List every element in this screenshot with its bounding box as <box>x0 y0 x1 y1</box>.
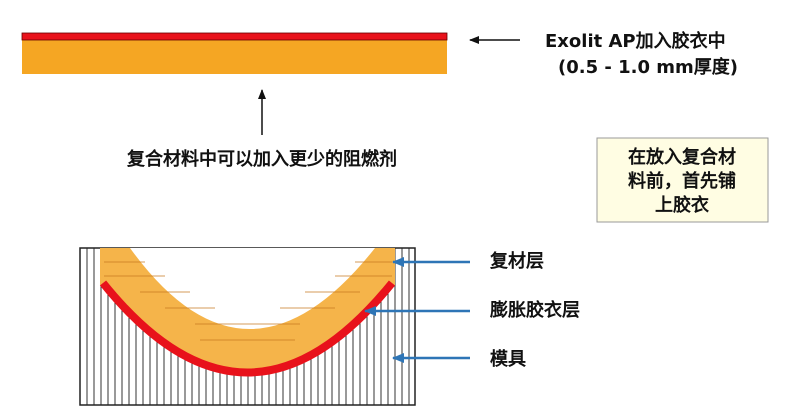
note-box <box>596 137 769 223</box>
layer-lines <box>104 261 392 341</box>
note-line: 上胶衣 <box>655 194 709 216</box>
note-line: 料前，首先铺 <box>628 170 736 192</box>
note-line: 在放入复合材 <box>628 146 736 168</box>
composite-layer <box>100 248 395 370</box>
top-label: (0.5 - 1.0 mm厚度) <box>558 56 738 78</box>
top-label: Exolit AP加入胶衣中 <box>545 30 726 52</box>
layer-label: 复材层 <box>489 250 544 272</box>
gelcoat-layer <box>99 280 396 377</box>
middle-label: 复合材料中可以加入更少的阻燃剂 <box>126 148 397 170</box>
composite-bar <box>22 40 447 74</box>
layer-label: 模具 <box>490 348 526 370</box>
gelcoat-bar <box>21 32 448 41</box>
layer-label: 膨胀胶衣层 <box>489 299 580 321</box>
